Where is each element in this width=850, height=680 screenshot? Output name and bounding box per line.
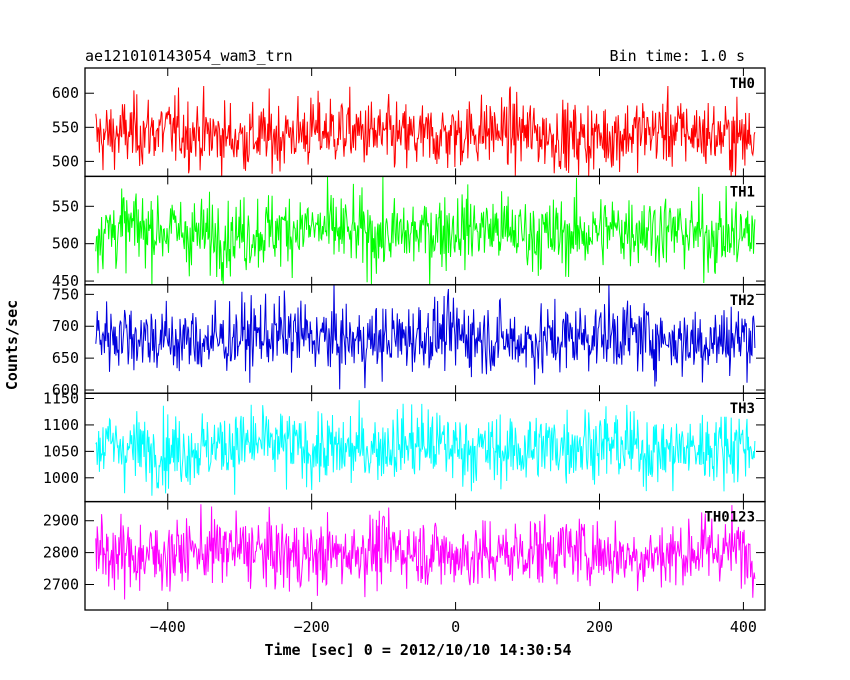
series-line-th0 xyxy=(95,85,756,177)
panel-th2: 600 650 700 750 TH2 xyxy=(52,284,766,399)
y-tick-label: 600 xyxy=(52,84,79,102)
y-tick-label: 2800 xyxy=(43,544,79,562)
y-tick-label: 2700 xyxy=(43,575,79,593)
panel-th1: 450 500 550 TH1 xyxy=(52,175,766,290)
panel-frame xyxy=(84,500,766,611)
y-axis-label: Counts/sec xyxy=(3,300,21,390)
x-tick-label: 200 xyxy=(586,618,613,636)
y-tick-label: 550 xyxy=(52,118,79,136)
panels-group: 500 550 600 TH0 450 500 550 TH1 600 650 700 750 TH2 1… xyxy=(43,67,766,611)
series-line-th3 xyxy=(95,400,756,496)
bin-time-label: Bin time: 1.0 s xyxy=(610,47,745,65)
panel-th0: 500 550 600 TH0 xyxy=(52,67,766,178)
y-tick-label: 500 xyxy=(52,235,79,253)
chart-title: ae121010143054_wam3_trn xyxy=(85,47,293,65)
panel-label-th3: TH3 xyxy=(730,401,755,417)
panel-label-th0123: TH0123 xyxy=(704,510,755,526)
y-tick-label: 1150 xyxy=(43,389,79,407)
y-tick-label: 500 xyxy=(52,152,79,170)
y-tick-label: 450 xyxy=(52,272,79,290)
panel-label-th2: TH2 xyxy=(730,293,755,309)
y-tick-label: 700 xyxy=(52,317,79,335)
panel-th3: 1000 1050 1100 1150 TH3 xyxy=(43,389,766,503)
y-tick-label: 750 xyxy=(52,285,79,303)
y-tick-label: 1100 xyxy=(43,416,79,434)
series-line-th0123 xyxy=(95,504,756,600)
y-tick-label: 550 xyxy=(52,197,79,215)
y-tick-label: 2900 xyxy=(43,512,79,530)
panel-label-th1: TH1 xyxy=(730,184,755,200)
x-axis-label: Time [sec] 0 = 2012/10/10 14:30:54 xyxy=(264,641,571,659)
series-line-th2 xyxy=(95,284,756,390)
y-tick-label: 1000 xyxy=(43,469,79,487)
y-tick-label: 1050 xyxy=(43,442,79,460)
x-tick-label: −200 xyxy=(294,618,330,636)
y-tick-label: 650 xyxy=(52,349,79,367)
series-line-th1 xyxy=(95,176,756,285)
panel-th0123: 2700 2800 2900 TH0123 xyxy=(43,500,766,611)
x-tick-label: −400 xyxy=(150,618,186,636)
x-tick-label: 400 xyxy=(730,618,757,636)
x-axis-ticks: −400 −200 0 200 400 xyxy=(150,618,757,636)
x-tick-label: 0 xyxy=(451,618,460,636)
y-tick-label: 600 xyxy=(52,381,79,399)
panel-label-th0: TH0 xyxy=(730,76,755,92)
